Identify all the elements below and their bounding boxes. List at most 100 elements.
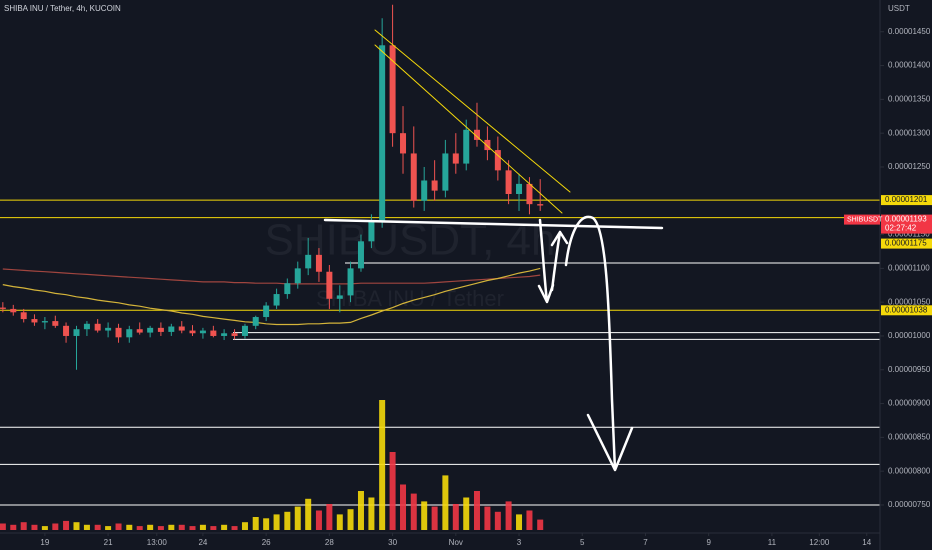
volume-bar	[52, 523, 59, 530]
watermark-name: SHIBA INU / Tether	[316, 286, 504, 311]
candle-body	[20, 312, 27, 320]
price-label-box	[881, 238, 932, 249]
volume-bar	[20, 522, 27, 530]
candle-body	[494, 150, 501, 171]
price-label-box	[881, 214, 932, 234]
candle-body	[273, 294, 280, 306]
candle-body	[168, 326, 175, 332]
y-tick-label: 0.00001050	[888, 297, 931, 306]
y-tick-label: 0.00001100	[888, 263, 930, 272]
volume-bar	[516, 514, 523, 530]
drawings	[323, 29, 664, 472]
x-tick-label: 11	[768, 538, 777, 547]
hand-drawn-arrow	[550, 230, 569, 292]
volume-bar	[421, 501, 428, 530]
volume-bar	[463, 497, 470, 530]
volume-bar	[505, 501, 512, 530]
volume-bar	[326, 504, 333, 530]
volume-bar	[347, 509, 354, 530]
candle-body	[431, 180, 438, 191]
volume-bar	[231, 526, 238, 530]
candle-body	[52, 321, 59, 326]
trendline	[374, 44, 563, 214]
candle-body	[421, 180, 428, 201]
candle-body	[537, 204, 544, 206]
volume-bar	[241, 522, 248, 530]
candle-body	[178, 326, 185, 331]
volume-bar	[379, 400, 386, 530]
trendline	[374, 29, 571, 193]
candle-body	[115, 327, 122, 338]
price-label: 0.00001193	[885, 215, 927, 224]
levels	[0, 199, 880, 506]
y-tick-label: 0.00000950	[888, 365, 931, 374]
x-tick-label: 3	[517, 538, 522, 547]
candle-body	[210, 330, 217, 336]
volume-bar	[252, 517, 259, 530]
candle-body	[41, 321, 48, 323]
candle-body	[484, 139, 491, 151]
x-tick-label: 5	[580, 538, 585, 547]
volume-bar	[73, 522, 80, 530]
candle-body	[410, 153, 417, 201]
volume-bar	[263, 518, 270, 530]
candle-body	[105, 327, 112, 331]
price-label-box	[881, 195, 932, 206]
candle-body	[199, 330, 206, 334]
volume-bar	[10, 524, 17, 530]
price-label: 0.00001038	[885, 305, 928, 314]
x-tick-label: 28	[325, 538, 334, 547]
candle-body	[157, 327, 164, 332]
countdown: 02:27:42	[885, 224, 917, 233]
candle-body	[473, 129, 480, 140]
candle-body	[442, 153, 449, 191]
y-tick-label: 0.00001250	[888, 162, 931, 171]
volume-bar	[41, 526, 48, 530]
x-tick-label: 12:00	[809, 538, 830, 547]
volume-bar	[168, 524, 175, 530]
symbol-label: SHIBUSDT	[847, 216, 883, 223]
volume-bar	[400, 484, 407, 530]
candles	[0, 4, 544, 370]
candle-body	[126, 329, 133, 338]
candle-body	[452, 153, 459, 164]
volume-bar	[126, 524, 133, 530]
candle-body	[294, 268, 301, 284]
volume-bar	[221, 524, 228, 530]
price-label: 0.00001175	[885, 239, 927, 248]
candle-body	[389, 45, 396, 134]
x-tick-label: 21	[104, 538, 113, 547]
candle-body	[63, 325, 70, 336]
moving-average	[2, 268, 541, 285]
y-tick-label: 0.00000900	[888, 399, 931, 408]
candle-body	[189, 330, 196, 334]
y-tick-label: 0.00001450	[888, 27, 931, 36]
volume-bar	[0, 523, 6, 530]
volume-bar	[31, 524, 38, 530]
y-tick-label: 0.00001300	[888, 128, 931, 137]
x-tick-label: 30	[388, 538, 397, 547]
volume-bar	[368, 497, 375, 530]
y-tick-label: 0.00000800	[888, 466, 931, 475]
volume-bar	[189, 526, 196, 530]
volume-bar	[442, 475, 449, 530]
x-tick-label: 9	[706, 538, 711, 547]
moving-averages	[2, 267, 541, 326]
volume-bar	[473, 491, 480, 530]
candle-body	[326, 271, 333, 299]
volume-bar	[537, 519, 544, 530]
x-tick-label: 19	[40, 538, 49, 547]
volume-bar	[494, 511, 501, 530]
volume-bar	[315, 510, 322, 530]
x-tick-label: 24	[198, 538, 207, 547]
y-tick-label: 0.00001150	[888, 230, 930, 239]
volume-bar	[389, 452, 396, 530]
candle-body	[94, 323, 101, 331]
candle-body	[231, 333, 238, 336]
volume-bar	[336, 514, 343, 530]
chart-title: SHIBA INU / Tether, 4h, KUCOIN	[4, 4, 121, 13]
y-tick-label: 0.00001000	[888, 331, 931, 340]
candle-body	[463, 129, 470, 164]
candle-body	[526, 183, 533, 205]
